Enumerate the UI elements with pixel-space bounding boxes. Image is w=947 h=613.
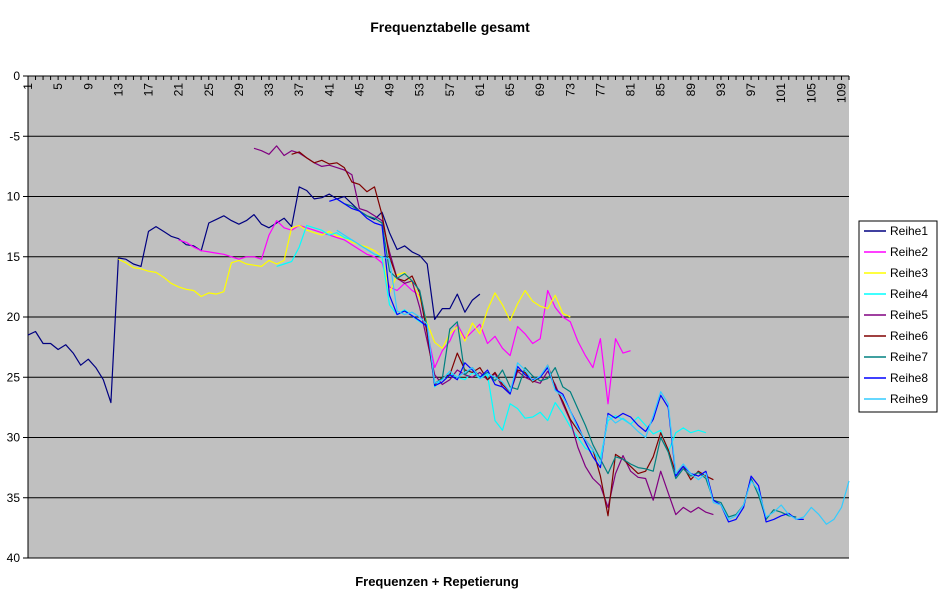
x-tick-label: 33 [262, 83, 276, 97]
x-tick-label: 65 [503, 83, 517, 97]
y-tick-label: 30 [7, 431, 21, 445]
chart-title: Frequenztabelle gesamt [370, 19, 530, 35]
x-tick-label: 37 [292, 83, 306, 97]
y-tick-label: 25 [7, 370, 21, 384]
x-tick-label: 97 [744, 83, 758, 97]
x-tick-label: 89 [684, 83, 698, 97]
legend-label: Reihe5 [890, 308, 928, 322]
x-tick-label: 69 [533, 83, 547, 97]
y-tick-label: 20 [7, 310, 21, 324]
series-line-reihe9 [336, 229, 850, 525]
y-tick-label: 10 [7, 190, 21, 204]
x-tick-label: 105 [804, 83, 818, 103]
x-tick-label: 5 [51, 83, 65, 90]
y-tick-label: 0 [13, 69, 20, 83]
legend-box [858, 220, 938, 413]
series-line-reihe1 [27, 186, 481, 404]
y-tick-label: 40 [7, 551, 21, 565]
x-tick-label: 53 [413, 83, 427, 97]
x-tick-label: 73 [563, 83, 577, 97]
legend-label: Reihe1 [890, 224, 928, 238]
legend-label: Reihe8 [890, 371, 928, 385]
x-tick-label: 13 [111, 83, 125, 97]
series-lines [27, 145, 850, 525]
x-tick-label: 77 [593, 83, 607, 97]
x-axis-title: Frequenzen + Repetierung [355, 574, 519, 589]
legend-label: Reihe9 [890, 392, 928, 406]
x-tick-label: 17 [142, 83, 156, 97]
x-tick-label: 101 [774, 83, 788, 103]
x-tick-label: 45 [352, 83, 366, 97]
y-tick-label: 35 [7, 491, 21, 505]
legend-label: Reihe7 [890, 350, 928, 364]
x-tick-label: 93 [714, 83, 728, 97]
x-tick-label: 109 [834, 83, 848, 103]
x-tick-label: 61 [473, 83, 487, 97]
legend: Reihe1 Reihe2 Reihe3 Reihe4 Reihe5 Reihe6 Reih… [858, 220, 938, 413]
x-tick-label: 1 [21, 83, 35, 90]
x-tick-label: 25 [202, 83, 216, 97]
legend-label: Reihe6 [890, 329, 928, 343]
x-tick-label: 41 [322, 83, 336, 97]
y-axis: 0 -5 10 15 20 25 30 35 40 [7, 69, 29, 565]
x-tick-label: 29 [232, 83, 246, 97]
x-axis: 1 5 9 13 17 21 25 29 33 37 41 45 49 53 57 61 65 69 73 77 81 8… [21, 75, 850, 103]
legend-label: Reihe2 [890, 245, 928, 259]
series-line-reihe6 [291, 151, 714, 517]
legend-label: Reihe3 [890, 266, 928, 280]
x-tick-label: 81 [624, 83, 638, 97]
y-tick-label: 15 [7, 250, 21, 264]
x-tick-label: 57 [443, 83, 457, 97]
series-line-reihe7 [336, 198, 797, 521]
x-tick-label: 9 [81, 83, 95, 90]
x-tick-label: 85 [654, 83, 668, 97]
x-tick-label: 21 [172, 83, 186, 97]
y-tick-label: -5 [9, 129, 20, 143]
legend-label: Reihe4 [890, 287, 928, 301]
x-tick-label: 49 [383, 83, 397, 97]
